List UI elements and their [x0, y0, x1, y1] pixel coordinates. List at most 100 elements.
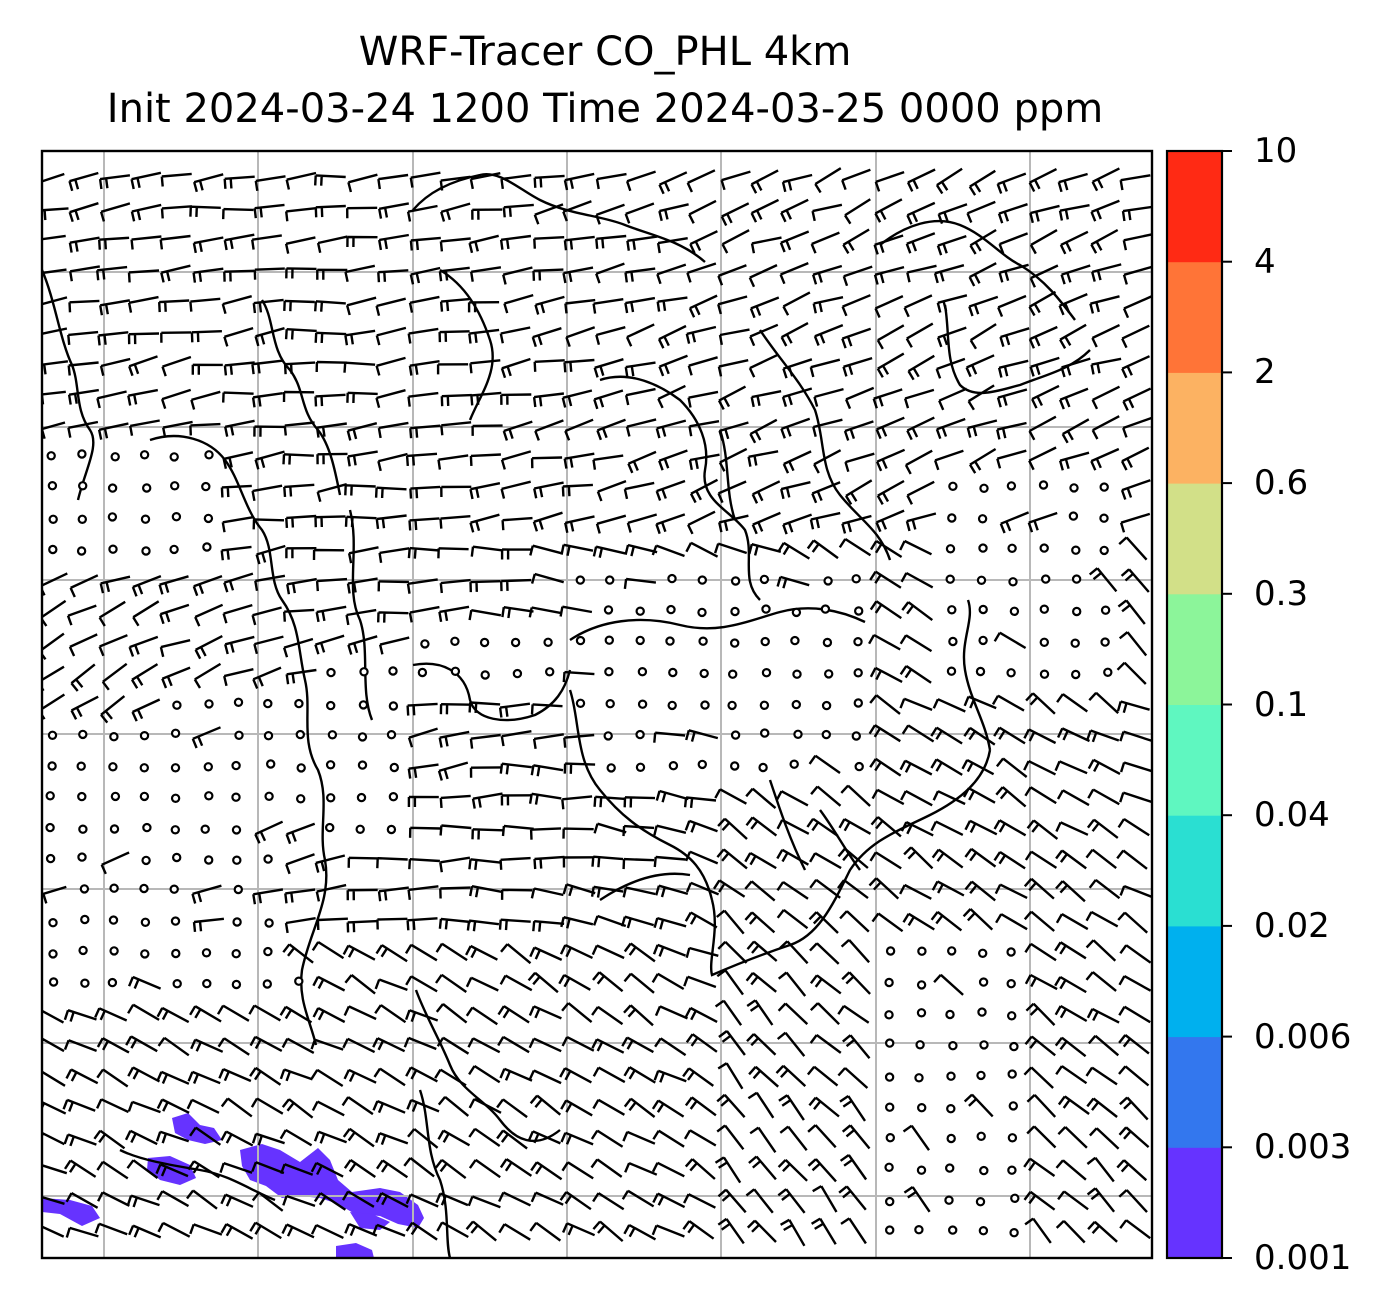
colorbar-tick-label: 2 — [1254, 352, 1276, 393]
wind-barb — [559, 605, 593, 617]
wind-barb — [375, 514, 407, 530]
calm-circle — [200, 824, 210, 834]
wind-barb — [223, 175, 255, 189]
wind-barb — [408, 605, 440, 623]
wind-barb — [1055, 1065, 1088, 1085]
wind-barb — [222, 207, 254, 220]
wind-barb — [503, 293, 534, 314]
calm-circle — [668, 761, 679, 771]
wind-barb — [532, 268, 564, 281]
wind-barb — [998, 263, 1029, 283]
wind-barb — [968, 169, 996, 196]
wind-barb — [996, 388, 1028, 408]
calm-circle — [78, 945, 88, 956]
calm-circle — [140, 514, 151, 524]
wind-barb — [1057, 1190, 1089, 1211]
wind-barb — [128, 355, 158, 377]
calm-circle — [979, 1165, 989, 1176]
wind-barb — [344, 329, 376, 346]
calm-circle — [978, 948, 988, 959]
wind-barb — [63, 1133, 97, 1147]
wind-barb — [468, 1064, 501, 1084]
calm-circle — [759, 700, 770, 711]
wind-barb — [310, 1224, 344, 1239]
wind-barb — [658, 171, 688, 195]
wind-barb — [625, 418, 657, 437]
wind-barb — [131, 574, 162, 597]
calm-circle — [48, 918, 58, 928]
wind-barb — [1086, 1007, 1120, 1024]
wind-barb — [192, 236, 224, 254]
calm-circle — [169, 884, 179, 894]
wind-barb — [1119, 761, 1152, 773]
calm-circle — [948, 636, 958, 647]
colorbar-tick-label: 0.04 — [1254, 795, 1330, 836]
calm-circle — [107, 483, 118, 493]
calm-circle — [790, 635, 800, 646]
wind-barb — [68, 171, 99, 192]
wind-barb — [99, 202, 131, 222]
calm-circle — [1100, 605, 1111, 615]
wind-barb — [469, 453, 501, 466]
wind-barb — [718, 447, 748, 472]
calm-circle — [946, 1103, 956, 1114]
wind-barb — [1119, 512, 1151, 533]
calm-circle — [853, 668, 863, 678]
wind-barb — [217, 1037, 250, 1056]
calm-circle — [231, 979, 242, 990]
wind-barb — [285, 547, 317, 559]
wind-barb — [1119, 791, 1152, 804]
wind-barb — [744, 880, 776, 902]
calm-circle — [917, 1102, 927, 1113]
wind-barb — [623, 481, 655, 500]
wind-barb — [1089, 1127, 1120, 1150]
wind-barb — [745, 971, 777, 993]
wind-barb — [1028, 446, 1057, 471]
wind-barb — [127, 1003, 160, 1021]
wind-barb — [592, 1066, 626, 1084]
wind-barb — [1023, 1190, 1056, 1211]
wind-barb — [1055, 913, 1089, 931]
wind-barb — [657, 384, 686, 409]
calm-circle — [204, 791, 214, 801]
calm-circle — [699, 668, 709, 679]
calm-circle — [77, 852, 87, 862]
calm-circle — [978, 1225, 989, 1236]
wind-barb — [499, 1067, 533, 1082]
wind-barb — [779, 1125, 808, 1151]
wind-barb — [529, 946, 563, 961]
wind-barb — [528, 792, 562, 805]
colorbar-bin — [1167, 593, 1222, 705]
wind-barb — [68, 236, 100, 253]
colorbar-bin — [1167, 704, 1222, 816]
calm-circle — [480, 670, 490, 680]
calm-circle — [171, 512, 182, 522]
calm-circle — [821, 700, 832, 711]
wind-barb — [968, 295, 999, 317]
wind-barb — [997, 359, 1029, 378]
calm-circle — [1006, 979, 1016, 989]
wind-barb — [529, 544, 563, 556]
calm-circle — [1006, 481, 1017, 491]
wind-barb — [1024, 973, 1058, 991]
wind-barb — [874, 198, 903, 223]
wind-barb — [346, 450, 378, 467]
wind-barb — [496, 1098, 528, 1119]
calm-circle — [885, 1132, 896, 1143]
wind-barb — [496, 1129, 528, 1150]
wind-barb — [559, 1067, 592, 1084]
wind-barb — [531, 327, 562, 348]
wind-barb — [962, 787, 996, 804]
wind-barb — [470, 391, 502, 406]
wind-barb — [813, 323, 844, 346]
wind-barb — [251, 1132, 285, 1146]
wind-barb — [993, 819, 1027, 837]
wind-barb — [283, 608, 315, 622]
wind-barb — [500, 548, 533, 560]
wind-barb — [876, 324, 905, 350]
wind-barb — [42, 1131, 65, 1146]
calm-circle — [946, 1071, 956, 1081]
calm-circle — [1007, 1069, 1017, 1079]
wind-barb — [1057, 1095, 1090, 1115]
wind-barb — [68, 299, 100, 313]
